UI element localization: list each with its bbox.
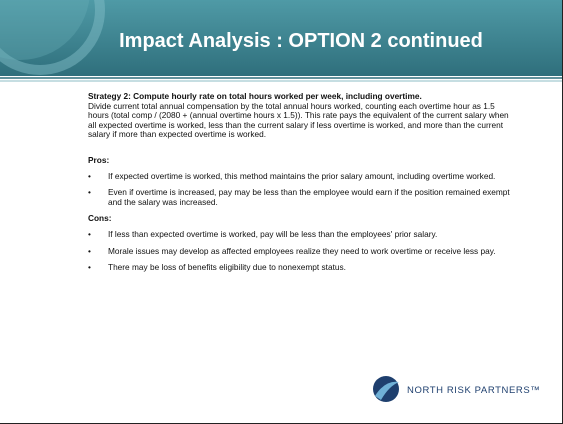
pros-list: If expected overtime is worked, this met… <box>88 171 510 208</box>
cons-item: If less than expected overtime is worked… <box>88 229 510 240</box>
pros-item: Even if overtime is increased, pay may b… <box>88 187 510 207</box>
pros-item: If expected overtime is worked, this met… <box>88 171 510 182</box>
logo-text: NORTH RISK PARTNERS™ <box>407 385 541 396</box>
strategy-heading: Strategy 2: Compute hourly rate on total… <box>88 91 422 101</box>
cons-item: There may be loss of benefits eligibilit… <box>88 263 510 273</box>
content: Strategy 2: Compute hourly rate on total… <box>88 91 510 280</box>
cons-item: Morale issues may develop as affected em… <box>88 246 510 257</box>
cons-list: If less than expected overtime is worked… <box>88 229 510 273</box>
strategy-text: Divide current total annual compensation… <box>88 100 509 140</box>
pros-heading: Pros: <box>88 154 110 165</box>
slide-title: Impact Analysis : OPTION 2 continued <box>119 30 483 52</box>
cons-heading: Cons: <box>88 213 112 224</box>
header-band <box>0 0 562 82</box>
logo-mark <box>373 376 399 402</box>
